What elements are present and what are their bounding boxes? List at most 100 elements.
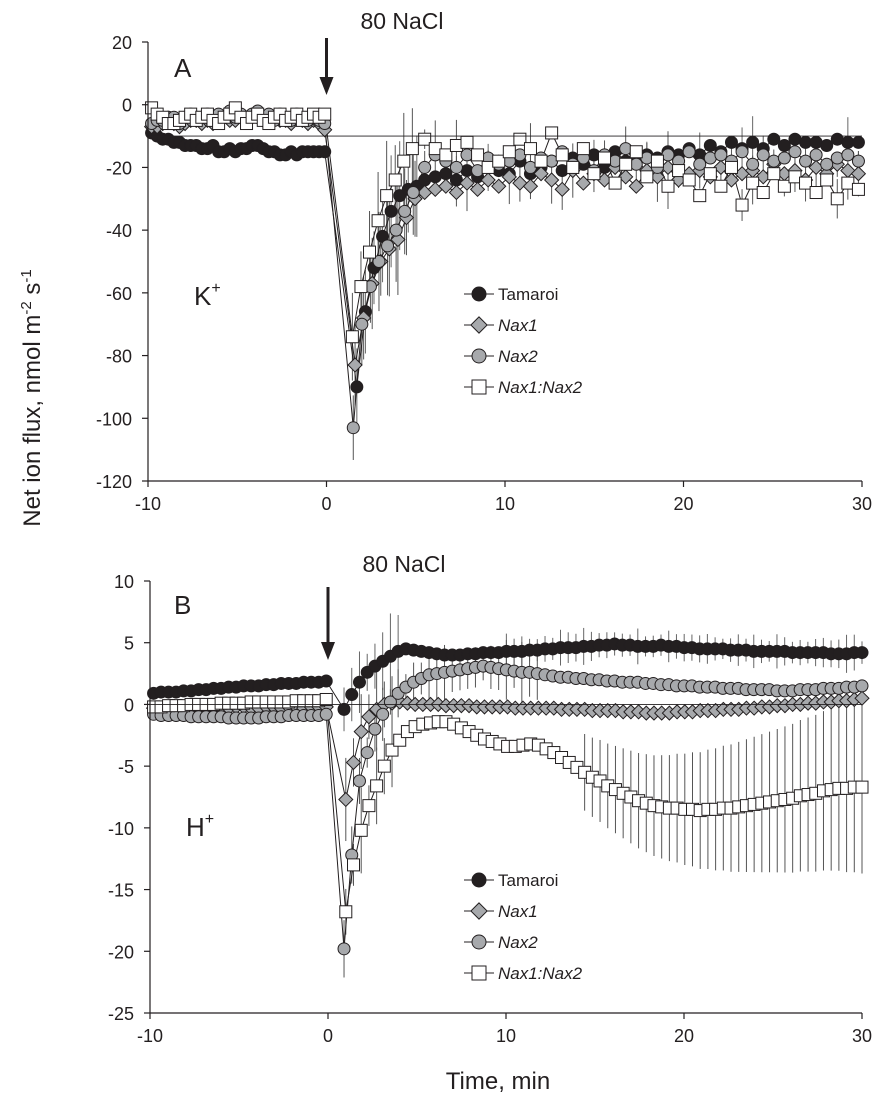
panel-a-y-tick-label: -40 bbox=[106, 221, 132, 241]
panel-a-nax1-nax2-point bbox=[566, 160, 580, 174]
panel-a-nax2-point bbox=[820, 157, 834, 171]
panel-b-nax1-point bbox=[338, 791, 354, 808]
panel-a-nax1-nax2-point bbox=[767, 167, 781, 181]
panel-a-nax1-nax2-point bbox=[777, 179, 791, 193]
panel-a-ion-symbol: K bbox=[194, 281, 212, 311]
panel-a-nax2-point bbox=[746, 157, 760, 171]
panel-b-axes bbox=[144, 580, 863, 1019]
panel-a-legend-marker bbox=[470, 316, 488, 334]
panel-a-tamaroi-point bbox=[746, 135, 760, 149]
panel-b-x-tick-label: 10 bbox=[496, 1026, 516, 1046]
panel-a-tamaroi-point bbox=[318, 145, 332, 159]
panel-a-y-tick-label: -120 bbox=[96, 472, 132, 492]
panel-a-legend-item-nax1: Nax1 bbox=[464, 316, 538, 335]
panel-a-nax1-point bbox=[850, 166, 867, 182]
panel-b-x-tick-label: 0 bbox=[323, 1026, 333, 1046]
panel-b-legend-label: Nax1:Nax2 bbox=[498, 964, 583, 983]
panel-b-ion-label: H+ bbox=[186, 811, 214, 842]
panel-a-nax1-point bbox=[390, 231, 406, 248]
panel-b-arrow-head bbox=[321, 642, 335, 660]
panel-b-legend-label: Nax1 bbox=[498, 902, 538, 921]
panel-a-tamaroi-point bbox=[384, 204, 398, 218]
panel-b-nax2-point bbox=[383, 695, 397, 709]
panel-b-tamaroi-point bbox=[352, 675, 366, 689]
panel-a-nax1-point bbox=[491, 178, 507, 194]
panel-b-nax2-point bbox=[855, 679, 869, 693]
panel-a-nax1-nax2-point bbox=[714, 179, 728, 193]
panel-a-y-tick-label: -60 bbox=[106, 284, 132, 304]
panel-a-nax2-point bbox=[851, 154, 865, 168]
panel-b-y-tick-label: -25 bbox=[108, 1004, 134, 1024]
panel-a-nax1-nax2-point bbox=[809, 186, 823, 200]
panel-a-nax1-point bbox=[448, 184, 465, 201]
panel-a-nax1-nax2-point bbox=[576, 142, 590, 156]
panel-a-y-tick-label: 20 bbox=[112, 33, 132, 53]
panel-b-nax2-point bbox=[352, 774, 366, 788]
panel-a-legend-label: Nax1 bbox=[498, 316, 538, 335]
panel-a-nax1-nax2-point bbox=[650, 154, 664, 168]
panel-a-nax1-nax2-point bbox=[756, 186, 770, 200]
panel-a-tamaroi-point bbox=[767, 132, 781, 146]
panel-b-nax2-point bbox=[360, 746, 374, 760]
panel-a-nax2-point bbox=[756, 148, 770, 162]
panel-a-nax1-point bbox=[554, 181, 570, 198]
panel-a-legend-label: Tamaroi bbox=[498, 285, 558, 304]
panel-a-nax1-nax2-point bbox=[555, 148, 569, 162]
panel-a-nax1-nax2-point bbox=[318, 107, 332, 121]
panel-b-treatment-label: 80 NaCl bbox=[362, 551, 445, 577]
panel-b-markers bbox=[145, 637, 870, 956]
panel-a-legend-marker bbox=[471, 379, 487, 395]
panel-a-tamaroi-point bbox=[777, 138, 791, 152]
panel-b-nax1-nax2-point bbox=[855, 780, 869, 794]
panel-a-nax1-nax2-point bbox=[405, 142, 419, 156]
panel-a-nax1-nax2-point bbox=[830, 192, 844, 206]
panel-b-legend-marker bbox=[470, 902, 488, 920]
panel-a-nax1-nax2-point bbox=[619, 157, 633, 171]
panel-a-nax1-nax2-point bbox=[354, 280, 368, 294]
panel-a-nax2-point bbox=[389, 223, 403, 237]
panel-a-nax1-nax2-point bbox=[363, 245, 377, 259]
panel-a-x-tick-label: 30 bbox=[852, 494, 872, 514]
panel-a-nax2-point bbox=[346, 421, 360, 435]
panel-a-legend-item-nax2: Nax2 bbox=[464, 347, 538, 366]
panel-b-letter: B bbox=[174, 590, 191, 620]
panel-b-ion-charge: + bbox=[205, 811, 214, 828]
panel-b-nax2-point bbox=[368, 722, 382, 736]
panel-b-y-tick-label: -15 bbox=[108, 881, 134, 901]
y-axis-label-sup2: -1 bbox=[18, 269, 35, 282]
panel-b-tamaroi-point bbox=[319, 674, 333, 688]
panel-b-legend-item-nax1-nax2: Nax1:Nax2 bbox=[464, 964, 583, 983]
panel-a-nax1-nax2-point bbox=[345, 330, 359, 344]
panel-a-k-flux: 200-20-40-60-80-100-120-10 0 10 20 30 A K+ 8… bbox=[96, 8, 872, 514]
panel-b-legend-label: Nax2 bbox=[498, 933, 538, 952]
panel-b-legend-marker bbox=[471, 934, 487, 950]
panel-a-ion-label: K+ bbox=[194, 280, 221, 311]
panel-a-nax1-nax2-point bbox=[523, 142, 537, 156]
panel-a-legend-item-nax1-nax2: Nax1:Nax2 bbox=[464, 378, 583, 397]
panel-a-x-tick-label: 10 bbox=[495, 494, 515, 514]
panel-a-nax1-nax2-point bbox=[799, 176, 813, 190]
panel-a-nax2-point bbox=[406, 186, 420, 200]
panel-a-y-tick-label: -20 bbox=[106, 158, 132, 178]
panel-b-y-tick-label: 10 bbox=[114, 572, 134, 592]
panel-b-y-tick-label: -5 bbox=[118, 757, 134, 777]
panel-b-tamaroi-point bbox=[337, 702, 351, 716]
panel-a-nax2-point bbox=[693, 157, 707, 171]
panel-a-nax1-nax2-point bbox=[682, 173, 696, 187]
panel-a-x-tick-label: 0 bbox=[321, 494, 331, 514]
y-axis-label-main: Net ion flux, nmol m bbox=[19, 315, 46, 527]
panel-b-nax1-point bbox=[361, 709, 377, 725]
panel-a-legend-item-tamaroi: Tamaroi bbox=[464, 285, 558, 304]
panel-a-tamaroi-point bbox=[350, 380, 364, 394]
panel-a-tamaroi-point bbox=[851, 135, 865, 149]
panel-a-nax2-point bbox=[418, 160, 432, 174]
panel-a-nax1-nax2-point bbox=[471, 148, 485, 162]
panel-a-tamaroi-point bbox=[703, 138, 717, 152]
panel-a-nax1-nax2-point bbox=[724, 160, 738, 174]
panel-b-nax1-nax2-point bbox=[385, 743, 399, 757]
panel-b-x-tick-label: 30 bbox=[852, 1026, 872, 1046]
panel-a-nax2-point bbox=[777, 151, 791, 165]
